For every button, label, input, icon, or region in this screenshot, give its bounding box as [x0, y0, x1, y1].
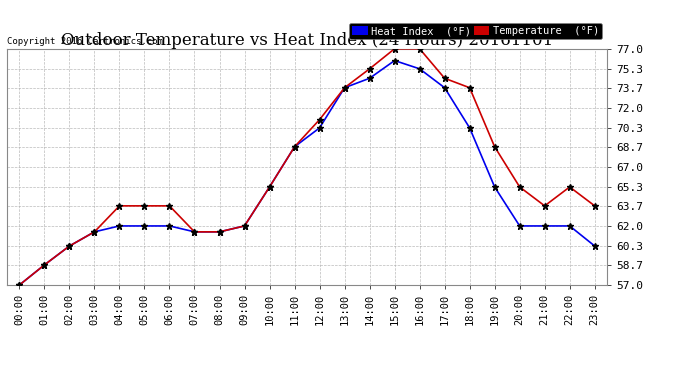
- Legend: Heat Index  (°F), Temperature  (°F): Heat Index (°F), Temperature (°F): [349, 23, 602, 39]
- Text: Copyright 2016 Cartronics.com: Copyright 2016 Cartronics.com: [7, 38, 163, 46]
- Title: Outdoor Temperature vs Heat Index (24 Hours) 20161101: Outdoor Temperature vs Heat Index (24 Ho…: [61, 32, 553, 49]
